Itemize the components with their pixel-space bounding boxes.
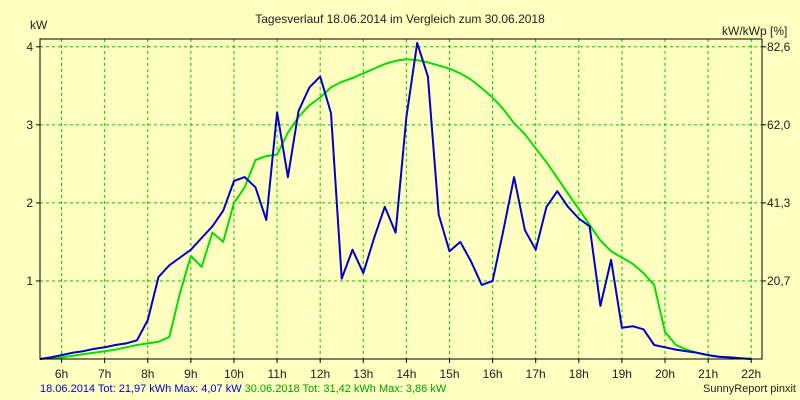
- x-tick-label: 20h: [655, 367, 675, 381]
- y-axis-label-right: kW/kWp [%]: [722, 24, 787, 38]
- x-tick-label: 8h: [141, 367, 154, 381]
- x-tick-label: 13h: [353, 367, 373, 381]
- x-tick-label: 17h: [526, 367, 546, 381]
- y-tick-label-left: 1: [26, 274, 33, 288]
- x-tick-label: 21h: [698, 367, 718, 381]
- series-line-2: [39, 58, 752, 360]
- y-axis-label-left: kW: [30, 18, 48, 32]
- plot-frame: [39, 38, 763, 360]
- x-tick-label: 15h: [439, 367, 459, 381]
- x-tick-label: 11h: [268, 367, 287, 381]
- x-tick-label: 9h: [184, 367, 197, 381]
- y-tick-label-right: 62,0: [767, 118, 791, 132]
- x-tick-label: 6h: [55, 367, 68, 381]
- y-tick-label-left: 4: [26, 40, 33, 54]
- y-tick-label-right: 41,3: [767, 196, 791, 210]
- footer-series-1: 18.06.2014 Tot: 21,97 kWh Max: 4,07 kW: [40, 383, 242, 395]
- x-tick-label: 10h: [224, 367, 244, 381]
- tick-labels: 6h 7h 8h 9h 10h 11h 12h 13h 14h 15h 16h 17h 18h 19h 20…: [26, 40, 790, 381]
- footer-summary: 18.06.2014 Tot: 21,97 kWh Max: 4,07 kW 3…: [40, 383, 446, 395]
- x-tick-label: 19h: [612, 367, 632, 381]
- chart-title: Tagesverlauf 18.06.2014 im Vergleich zum…: [255, 12, 545, 26]
- x-tick-label: 16h: [483, 367, 503, 381]
- y-tick-label-left: 3: [26, 118, 33, 132]
- x-tick-label: 14h: [396, 367, 416, 381]
- y-tick-label-right: 82,6: [767, 40, 791, 54]
- footer-series-2: 30.06.2018 Tot: 31,42 kWh Max: 3,86 kW: [244, 383, 447, 395]
- x-tick-label: 7h: [98, 367, 111, 381]
- grid: [40, 39, 762, 359]
- x-tick-label: 12h: [310, 367, 330, 381]
- series-group: [39, 41, 752, 360]
- x-tick-label: 18h: [569, 367, 589, 381]
- y-tick-label-left: 2: [26, 196, 33, 210]
- x-tick-label: 22h: [741, 367, 761, 381]
- y-tick-label-right: 20,7: [767, 274, 791, 288]
- footer-credit: SunnyReport pinxit: [703, 383, 796, 395]
- series-line-1: [39, 41, 752, 360]
